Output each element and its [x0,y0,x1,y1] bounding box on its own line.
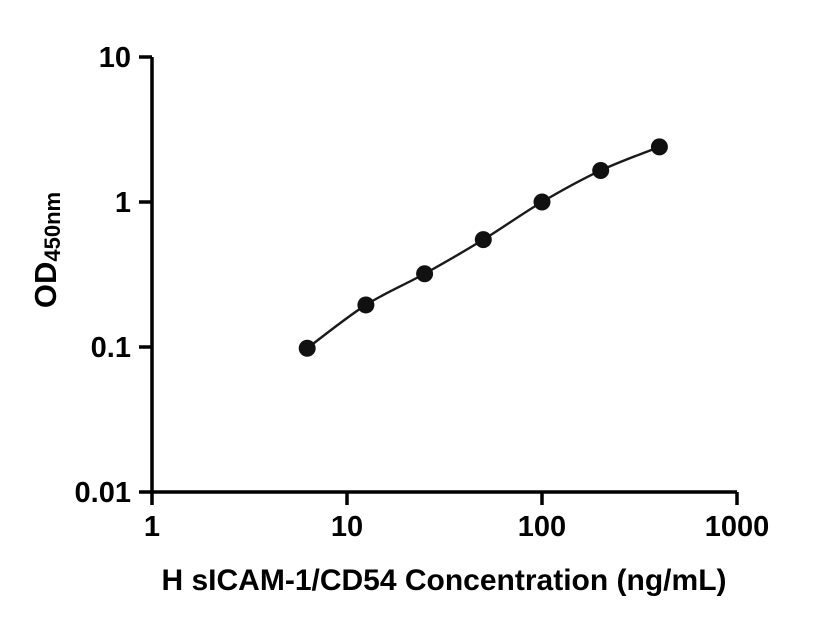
data-point [474,231,492,249]
x-tick-label: 10 [331,511,363,543]
data-point [650,138,668,156]
x-tick-label: 1 [144,511,160,543]
x-tick-label: 100 [518,511,566,543]
data-point [592,161,610,179]
data-point [298,339,316,357]
data-point [357,296,375,314]
y-tick-label: 1 [115,187,131,219]
data-point [416,265,434,283]
x-tick-label: 1000 [705,511,770,543]
data-point [533,193,551,211]
y-axis-title-subscript: 450nm [39,191,65,262]
y-tick-label: 0.1 [91,332,131,364]
y-tick-label: 0.01 [75,477,131,509]
y-axis-title: OD450nm [28,191,65,309]
y-axis-title-main: OD [28,261,63,309]
y-tick-label: 10 [99,42,131,74]
x-axis-title: H sICAM-1/CD54 Concentration (ng/mL) [161,564,727,597]
